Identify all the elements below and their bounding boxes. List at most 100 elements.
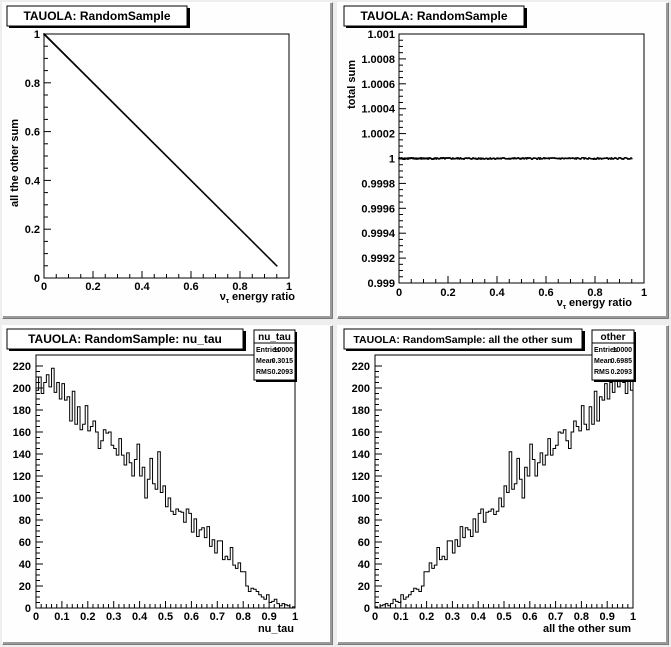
data-point: [604, 157, 607, 159]
data-point: [576, 157, 578, 159]
data-point: [244, 233, 246, 235]
data-point: [615, 157, 618, 159]
data-point: [574, 158, 576, 160]
y-tick-label: 220: [352, 361, 370, 373]
data-point: [221, 210, 223, 213]
data-point: [276, 265, 278, 267]
data-point: [416, 157, 419, 160]
data-point: [522, 157, 524, 159]
data-point: [226, 215, 228, 217]
data-point: [212, 201, 214, 204]
data-point: [621, 158, 623, 160]
x-tick-label: 1: [641, 287, 647, 299]
data-point: [586, 157, 589, 160]
x-tick-label: 0: [372, 611, 378, 623]
data-point: [568, 157, 571, 159]
data-point: [593, 157, 596, 160]
data-point: [403, 157, 406, 159]
data-point: [234, 223, 237, 226]
data-point: [591, 158, 593, 160]
stats-name: nu_tau: [258, 332, 291, 343]
data-point: [263, 252, 265, 254]
data-point: [235, 224, 237, 227]
data-point: [614, 157, 616, 159]
x-tick-label: 0.4: [489, 287, 505, 299]
data-point: [560, 157, 563, 160]
data-point: [629, 158, 631, 160]
data-point: [230, 219, 233, 222]
y-axis-label: all the other sum: [9, 119, 21, 207]
histogram-line: [35, 367, 296, 609]
data-point: [213, 203, 216, 205]
data-point: [536, 158, 539, 160]
data-point: [259, 249, 262, 251]
data-point: [412, 158, 414, 160]
data-point: [631, 157, 633, 160]
data-point: [246, 235, 248, 238]
data-point: [611, 158, 614, 160]
data-point: [614, 157, 617, 159]
chart-title: TAUOLA: RandomSample: nu_tau: [28, 332, 222, 346]
data-point: [610, 158, 612, 160]
y-tick-label: 0.9992: [361, 253, 395, 265]
data-point: [580, 157, 582, 160]
x-tick-label: 0.4: [132, 611, 148, 623]
title-box: TAUOLA: RandomSample: all the other sum: [343, 328, 585, 351]
data-point: [236, 225, 238, 227]
y-tick-label: 80: [358, 515, 370, 527]
data-point: [620, 157, 623, 160]
y-tick-label: 80: [19, 515, 31, 527]
x-axis-ticks: 0 0.1 0.2 0.3 0.4 0.5 0.6 0.7 0.8 0.9 1: [372, 601, 636, 623]
title-box: TAUOLA: RandomSample: [6, 5, 190, 28]
data-point: [269, 258, 272, 261]
y-tick-label: 0: [25, 603, 31, 615]
data-point: [624, 157, 627, 159]
data-point: [209, 198, 211, 201]
y-tick-label: 160: [13, 427, 31, 439]
data-point: [625, 157, 627, 159]
data-point: [265, 254, 268, 257]
data-point: [547, 157, 550, 159]
data-point: [232, 221, 234, 224]
data-point: [608, 157, 611, 160]
data-point: [584, 157, 587, 159]
data-point: [627, 158, 630, 160]
data-point: [406, 158, 409, 160]
data-point: [581, 157, 583, 159]
data-point: [451, 158, 453, 160]
data-point: [231, 220, 234, 223]
data-point: [435, 158, 438, 160]
stats-label: Entries: [594, 347, 618, 354]
data-point: [267, 256, 269, 258]
x-tick-label: 0.7: [210, 611, 225, 623]
data-point: [612, 158, 615, 160]
data-point: [525, 158, 528, 160]
data-point: [217, 206, 220, 209]
data-point: [565, 157, 568, 160]
x-tick-label: 0.4: [134, 281, 150, 293]
data-point: [443, 157, 446, 159]
stats-value: 10000: [274, 347, 294, 354]
data-point: [247, 236, 249, 238]
y-tick-label: 140: [352, 449, 370, 461]
data-point: [420, 158, 423, 160]
data-point: [572, 157, 575, 160]
x-tick-label: 0.6: [538, 287, 553, 299]
data-point: [216, 206, 219, 208]
data-point: [626, 157, 628, 159]
chart-3: 0 20 40 60 80 100 120 140 160 180 200 220 0 0.1 0.2 0.…: [6, 328, 298, 635]
data-point: [591, 158, 594, 160]
x-tick-label: 0.5: [496, 611, 511, 623]
data-point: [577, 157, 579, 159]
data-point: [568, 157, 570, 159]
data-point: [610, 157, 613, 159]
x-axis-ticks: 0 0.2 0.4 0.6 0.8 1: [41, 271, 292, 293]
data-point: [562, 157, 565, 160]
data-point: [406, 157, 409, 159]
data-point: [525, 157, 527, 159]
x-tick-label: 0.6: [522, 611, 537, 623]
data-point: [458, 157, 460, 160]
data-point: [260, 249, 263, 252]
y-axis-ticks: 0 20 40 60 80 100 120 140 160 180 200 220: [352, 361, 382, 615]
stats-value: 0.2093: [611, 369, 633, 376]
